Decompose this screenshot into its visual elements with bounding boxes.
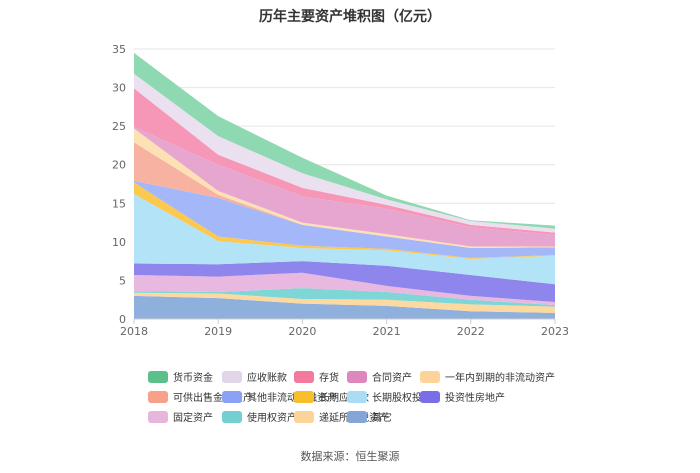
- legend-swatch: [222, 371, 242, 383]
- x-tick-label: 2020: [288, 325, 316, 338]
- legend-label: 其它: [372, 411, 392, 424]
- legend-label: 合同资产: [372, 371, 412, 384]
- legend-label: 使用权资产: [247, 411, 297, 424]
- area-series-合同资产: [134, 126, 555, 247]
- area-series-长期股权投资: [134, 194, 555, 285]
- area-layer: [134, 52, 555, 319]
- y-tick-label: 10: [112, 236, 126, 249]
- legend-swatch: [148, 391, 168, 403]
- legend-swatch: [347, 391, 367, 403]
- legend-label: 货币资金: [173, 371, 213, 384]
- legend-swatch: [148, 411, 168, 423]
- area-series-递延所得税资产: [134, 292, 555, 313]
- area-series-固定资产: [134, 272, 555, 306]
- legend-swatch: [294, 391, 314, 403]
- legend-label: 其他非流动金融资产: [247, 391, 337, 404]
- legend-label: 存货: [319, 371, 339, 384]
- legend-swatch: [294, 371, 314, 383]
- legend: 货币资金 应收账款 存货 合同资产 一年内到期的非流动资产可供出售金融资产其他非流动金融…: [148, 371, 555, 424]
- legend-swatch: [420, 391, 440, 403]
- area-series-应收账款: [134, 73, 555, 233]
- chart-title: 历年主要资产堆积图（亿元）: [259, 8, 441, 25]
- area-series-存货: [134, 88, 555, 235]
- area-series-投资性房地产: [134, 261, 555, 303]
- y-tick-label: 30: [112, 82, 126, 95]
- x-tick-label: 2023: [541, 325, 569, 338]
- legend-swatch: [222, 391, 242, 403]
- y-tick-label: 25: [112, 120, 126, 133]
- y-tick-label: 5: [119, 274, 126, 287]
- x-tick-label: 2022: [457, 325, 485, 338]
- legend-label: 应收账款: [247, 371, 287, 384]
- legend-label: 长期股权投资: [372, 391, 432, 404]
- legend-swatch: [294, 411, 314, 423]
- area-series-其它: [134, 295, 555, 319]
- y-tick-label: 0: [119, 313, 126, 326]
- axis-layer: 0 5 10 15 20 25 30 35 2018 2019 2020 2021 2022 2023: [112, 43, 569, 338]
- y-tick-label: 35: [112, 43, 126, 56]
- legend-swatch: [420, 371, 440, 383]
- legend-label: 固定资产: [173, 411, 213, 424]
- legend-label: 投资性房地产: [445, 391, 505, 404]
- legend-swatch: [148, 371, 168, 383]
- x-tick-label: 2021: [373, 325, 401, 338]
- y-tick-label: 20: [112, 159, 126, 172]
- x-tick-label: 2018: [120, 325, 148, 338]
- area-series-其他非流动金融资产: [134, 180, 555, 259]
- x-tick-label: 2019: [204, 325, 232, 338]
- legend-swatch: [347, 371, 367, 383]
- area-series-可供出售金融资产: [134, 142, 555, 249]
- area-series-使用权资产: [134, 288, 555, 307]
- legend-swatch: [347, 411, 367, 423]
- data-source: 数据来源：恒生聚源: [301, 449, 400, 463]
- legend-label: 一年内到期的非流动资产: [445, 371, 555, 384]
- legend-swatch: [222, 411, 242, 423]
- y-tick-label: 15: [112, 197, 126, 210]
- area-series-长期应收款: [134, 182, 555, 259]
